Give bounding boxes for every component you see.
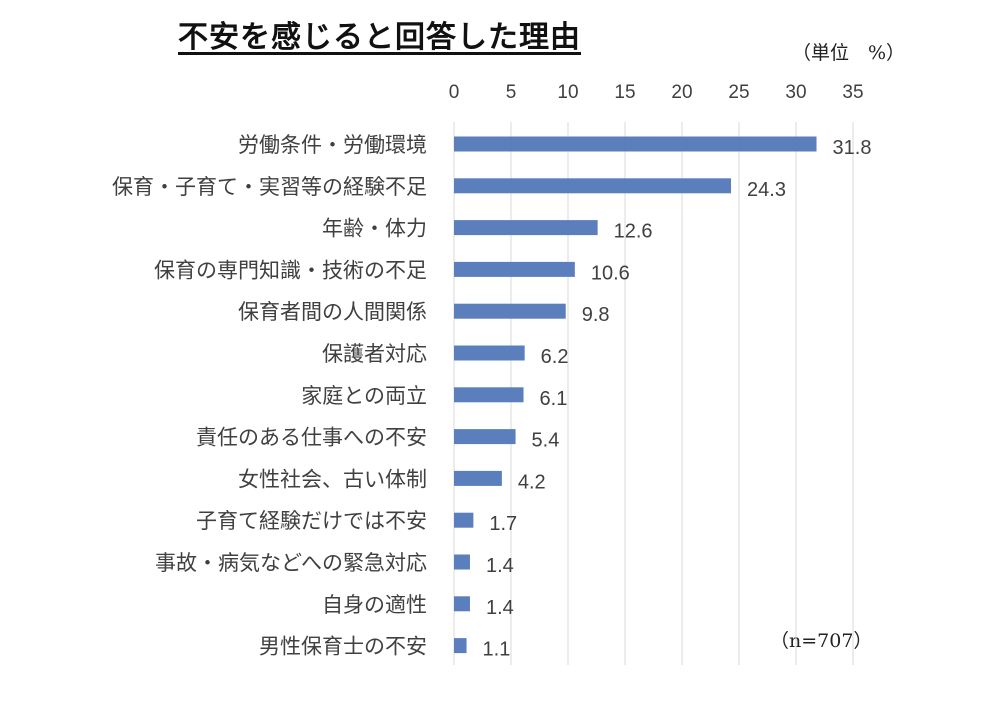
bar bbox=[454, 220, 598, 236]
category-label: 保育の専門知識・技術の不足 bbox=[154, 258, 427, 282]
category-label: 自身の適性 bbox=[322, 593, 427, 617]
category-label: 男性保育士の不安 bbox=[259, 635, 427, 659]
category-label: 労働条件・労働環境 bbox=[238, 133, 427, 157]
bar bbox=[454, 387, 524, 403]
value-label: 31.8 bbox=[833, 137, 872, 159]
unit-label: （単位 %） bbox=[792, 42, 906, 64]
x-tick-label: 30 bbox=[785, 82, 806, 103]
category-label: 責任のある仕事への不安 bbox=[196, 426, 427, 450]
value-label: 12.6 bbox=[614, 221, 653, 243]
bar bbox=[454, 554, 470, 570]
x-tick-label: 35 bbox=[842, 82, 863, 103]
category-label: 事故・病気などへの緊急対応 bbox=[155, 551, 427, 575]
x-tick-label: 5 bbox=[506, 82, 517, 103]
value-label: 9.8 bbox=[582, 304, 610, 326]
category-label: 保護者対応 bbox=[322, 342, 427, 366]
bar bbox=[454, 261, 575, 277]
bar bbox=[454, 303, 566, 319]
bar bbox=[454, 470, 502, 486]
category-label: 家庭との両立 bbox=[301, 384, 427, 408]
x-tick-label: 0 bbox=[449, 82, 460, 103]
bar bbox=[454, 596, 470, 612]
x-tick-label: 20 bbox=[671, 82, 692, 103]
bar bbox=[454, 345, 525, 361]
category-label: 女性社会、古い体制 bbox=[238, 467, 427, 491]
bar bbox=[454, 638, 467, 654]
x-tick-label: 15 bbox=[614, 82, 635, 103]
category-label: 保育者間の人間関係 bbox=[238, 300, 427, 324]
category-label: 年齢・体力 bbox=[322, 217, 427, 241]
value-label: 1.1 bbox=[483, 639, 511, 661]
value-label: 1.4 bbox=[486, 555, 514, 577]
bar bbox=[454, 429, 516, 445]
value-label: 1.4 bbox=[486, 597, 514, 619]
value-label: 10.6 bbox=[591, 262, 630, 284]
bar bbox=[454, 136, 817, 152]
category-label: 子育て経験だけでは不安 bbox=[196, 509, 427, 533]
value-label: 6.2 bbox=[541, 346, 569, 368]
value-label: 5.4 bbox=[532, 430, 560, 452]
category-label: 保育・子育て・実習等の経験不足 bbox=[112, 175, 427, 199]
value-label: 1.7 bbox=[489, 513, 517, 535]
bar bbox=[454, 512, 474, 528]
value-label: 6.1 bbox=[540, 388, 568, 410]
bar bbox=[454, 178, 732, 194]
x-tick-label: 25 bbox=[728, 82, 749, 103]
value-label: 24.3 bbox=[747, 179, 786, 201]
x-tick-label: 10 bbox=[557, 82, 578, 103]
value-label: 4.2 bbox=[518, 471, 546, 493]
chart-title: 不安を感じると回答した理由 bbox=[178, 20, 581, 55]
